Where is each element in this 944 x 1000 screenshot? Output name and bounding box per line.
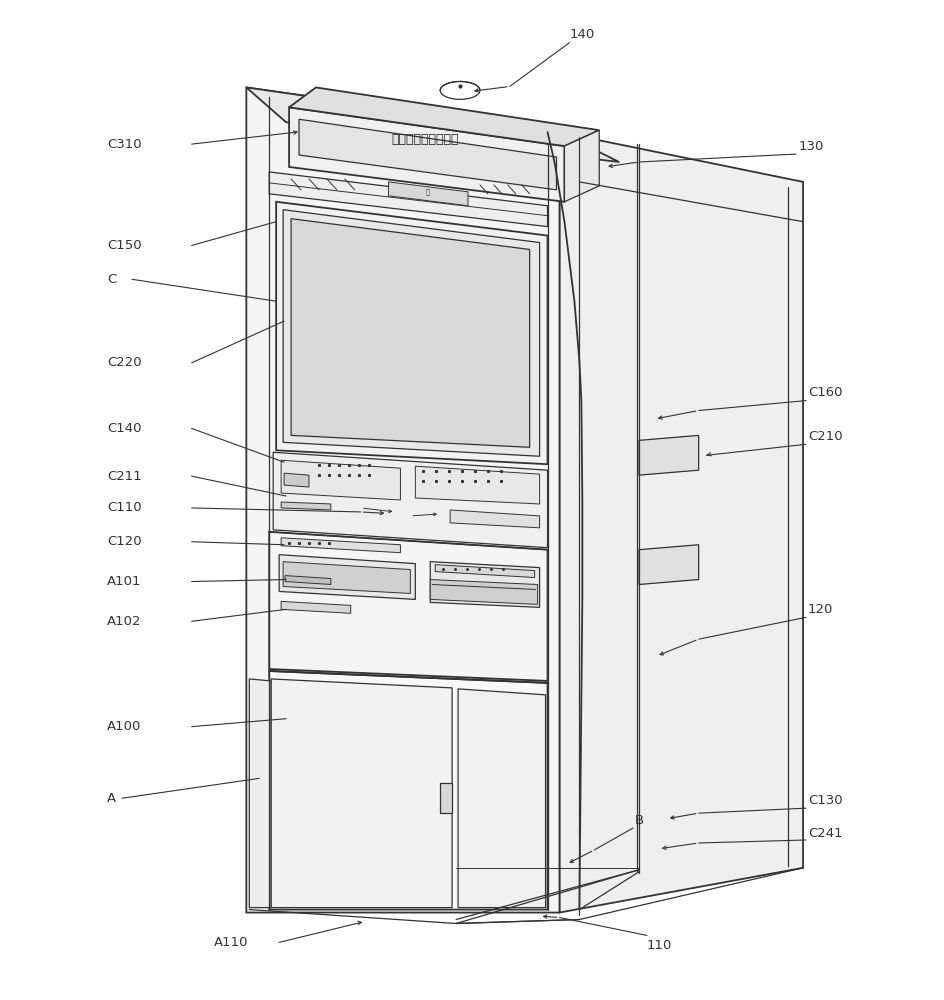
Text: C130: C130 bbox=[808, 794, 843, 807]
Polygon shape bbox=[430, 580, 538, 604]
Text: C120: C120 bbox=[108, 535, 142, 548]
Polygon shape bbox=[289, 87, 599, 146]
Polygon shape bbox=[269, 172, 548, 227]
Polygon shape bbox=[565, 130, 599, 202]
Text: A110: A110 bbox=[214, 936, 248, 949]
Polygon shape bbox=[415, 466, 540, 504]
Text: C310: C310 bbox=[108, 138, 142, 151]
Polygon shape bbox=[450, 510, 540, 528]
Text: 110: 110 bbox=[647, 939, 672, 952]
Polygon shape bbox=[284, 473, 309, 487]
Polygon shape bbox=[281, 502, 330, 510]
Polygon shape bbox=[639, 435, 699, 475]
Text: A100: A100 bbox=[108, 720, 142, 733]
Text: C220: C220 bbox=[108, 356, 142, 369]
Text: A: A bbox=[108, 792, 116, 805]
Polygon shape bbox=[281, 601, 351, 613]
Text: 130: 130 bbox=[798, 140, 823, 153]
Polygon shape bbox=[269, 532, 548, 681]
Polygon shape bbox=[639, 545, 699, 584]
Text: C241: C241 bbox=[808, 827, 843, 840]
Polygon shape bbox=[246, 87, 619, 162]
Polygon shape bbox=[281, 538, 400, 553]
Polygon shape bbox=[277, 202, 548, 464]
Polygon shape bbox=[299, 119, 557, 190]
Polygon shape bbox=[271, 679, 452, 908]
Polygon shape bbox=[560, 132, 803, 913]
Polygon shape bbox=[291, 219, 530, 447]
Polygon shape bbox=[246, 87, 560, 913]
Text: C210: C210 bbox=[808, 430, 843, 443]
Polygon shape bbox=[273, 452, 548, 548]
Text: A101: A101 bbox=[108, 575, 142, 588]
Polygon shape bbox=[289, 107, 565, 202]
Text: C211: C211 bbox=[108, 470, 142, 483]
Text: 120: 120 bbox=[808, 603, 834, 616]
Polygon shape bbox=[440, 783, 452, 813]
Text: C160: C160 bbox=[808, 386, 842, 399]
Text: A102: A102 bbox=[108, 615, 142, 628]
Polygon shape bbox=[279, 555, 415, 599]
Polygon shape bbox=[269, 671, 548, 910]
Polygon shape bbox=[283, 210, 540, 456]
Text: 140: 140 bbox=[569, 28, 595, 41]
Polygon shape bbox=[285, 576, 330, 584]
Text: C110: C110 bbox=[108, 501, 142, 514]
Polygon shape bbox=[283, 562, 411, 593]
Text: C: C bbox=[108, 273, 116, 286]
Text: C150: C150 bbox=[108, 239, 142, 252]
Text: 六年免检标志核发机: 六年免检标志核发机 bbox=[392, 133, 459, 146]
Text: C140: C140 bbox=[108, 422, 142, 435]
Text: B: B bbox=[635, 814, 644, 827]
Polygon shape bbox=[249, 679, 271, 908]
Text: 摄: 摄 bbox=[426, 189, 430, 195]
Polygon shape bbox=[430, 562, 540, 607]
Polygon shape bbox=[389, 182, 468, 206]
Polygon shape bbox=[435, 565, 534, 578]
Polygon shape bbox=[281, 460, 400, 500]
Polygon shape bbox=[458, 689, 546, 908]
